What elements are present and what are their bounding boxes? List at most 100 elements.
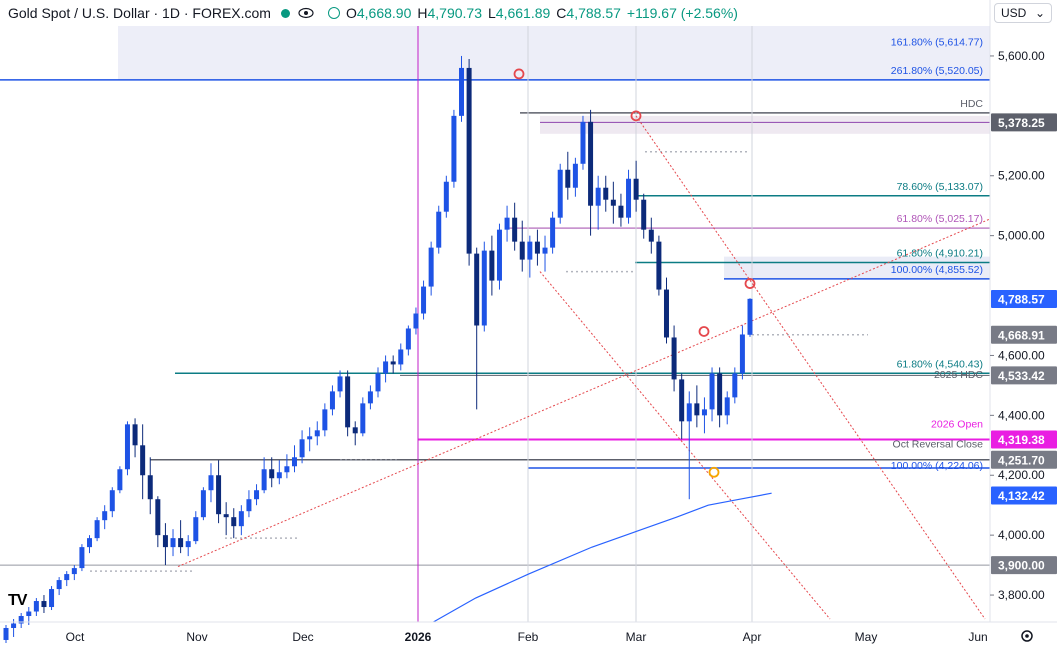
candle-body — [694, 403, 700, 416]
candle-body — [307, 436, 313, 440]
candle-body — [383, 361, 389, 374]
candle-body — [223, 514, 229, 518]
low-value: 4,661.89 — [495, 5, 551, 21]
candle-body — [739, 334, 745, 374]
candle-body — [208, 475, 214, 491]
price-tag-label: 5,378.25 — [998, 116, 1045, 130]
candle-body — [459, 67, 465, 116]
candle-body — [314, 430, 320, 437]
candle-body — [322, 409, 328, 431]
level-annotation: 61.80% (4,910.21) — [897, 248, 983, 260]
candle-body — [329, 391, 335, 410]
pivot-marker-icon — [513, 68, 525, 80]
pivot-marker-icon — [698, 326, 710, 337]
candle-body — [603, 187, 609, 200]
trendline-support — [177, 214, 1001, 568]
time-axis-label: Dec — [292, 630, 313, 644]
candle-body — [41, 601, 47, 608]
price-tick-label: 4,200.00 — [998, 468, 1045, 482]
candle-body — [436, 211, 442, 248]
candle-body — [155, 499, 161, 536]
price-tag-label: 4,668.91 — [998, 328, 1045, 342]
candle-body — [527, 241, 533, 260]
candle-body — [216, 475, 222, 515]
price-tick-label: 3,800.00 — [998, 588, 1045, 602]
level-annotation: 261.80% (5,520.05) — [891, 65, 983, 77]
candle-body — [71, 568, 77, 575]
candle-body — [375, 373, 381, 392]
candle-body — [170, 538, 176, 548]
candle-body — [49, 589, 55, 608]
level-annotation: 100.00% (4,855.52) — [891, 264, 983, 276]
candle-body — [345, 376, 351, 428]
eye-icon[interactable] — [298, 7, 314, 19]
candle-body — [504, 217, 510, 230]
price-tag — [991, 556, 1057, 575]
candle-body — [299, 439, 305, 458]
trendline-channel-lower — [539, 271, 831, 620]
level-annotation: HDC — [960, 98, 983, 110]
candle-body — [512, 217, 518, 242]
time-axis-label: Nov — [186, 630, 207, 644]
price-tick-label: 4,000.00 — [998, 528, 1045, 542]
candle-body — [626, 178, 632, 218]
currency-value: USD — [1001, 6, 1027, 20]
candle-body — [724, 397, 730, 416]
candle-body — [185, 541, 191, 548]
close-value: 4,788.57 — [566, 5, 621, 21]
level-annotation: 2025 HDC — [934, 369, 983, 381]
candle-body — [79, 547, 85, 569]
candle-body — [390, 361, 396, 365]
symbol-title[interactable]: Gold Spot / U.S. Dollar · 1D · FOREX.com — [8, 5, 271, 21]
chevron-down-icon: ⌄ — [1034, 6, 1045, 20]
candle-body — [193, 517, 199, 542]
candle-body — [618, 205, 624, 218]
candle-body — [254, 490, 260, 500]
price-tag — [991, 366, 1057, 385]
price-tick-label: 4,600.00 — [998, 348, 1045, 362]
moving-average-line — [433, 492, 772, 623]
candle-body — [109, 490, 115, 512]
candle-body — [291, 457, 297, 467]
candle-body — [519, 241, 525, 260]
candle-body — [550, 217, 556, 248]
candle-body — [56, 580, 62, 590]
candle-body — [367, 391, 373, 404]
price-tag-label: 4,788.57 — [998, 292, 1045, 306]
level-annotation: 61.80% (5,025.17) — [897, 213, 983, 225]
candle-body — [588, 121, 594, 206]
candle-body — [443, 181, 449, 212]
level-annotation: 161.80% (5,614.77) — [891, 37, 983, 49]
candle-body — [421, 286, 427, 314]
price-tick-label: 5,200.00 — [998, 169, 1045, 183]
close-label: C — [556, 5, 567, 21]
price-tag — [991, 486, 1057, 505]
candle-body — [398, 349, 404, 365]
price-tag-label: 4,319.38 — [998, 433, 1045, 447]
pivot-marker-icon — [630, 110, 642, 122]
price-tick-label: 5,000.00 — [998, 229, 1045, 243]
candle-body — [246, 499, 252, 512]
candle-body — [717, 373, 723, 416]
candle-body — [261, 469, 267, 491]
candle-body — [580, 121, 586, 164]
candle-body — [565, 169, 571, 188]
candle-body — [671, 337, 677, 380]
pivot-marker-icon — [744, 278, 756, 289]
candle-body — [732, 373, 738, 398]
low-label: L — [487, 5, 496, 21]
candle-body — [140, 445, 146, 476]
candles-group — [3, 55, 753, 643]
price-tag — [991, 430, 1057, 449]
level-annotation: 78.60% (5,133.07) — [897, 181, 983, 193]
hdc-zone — [540, 115, 990, 134]
candle-body — [648, 229, 654, 242]
settings-gear-icon[interactable] — [1021, 630, 1033, 642]
candle-body — [360, 403, 366, 434]
level-annotation: 61.80% (4,540.43) — [897, 358, 983, 370]
candle-body — [162, 535, 168, 548]
candle-body — [709, 373, 715, 410]
currency-selector[interactable]: USD ⌄ — [994, 3, 1052, 23]
price-tag — [991, 289, 1057, 308]
